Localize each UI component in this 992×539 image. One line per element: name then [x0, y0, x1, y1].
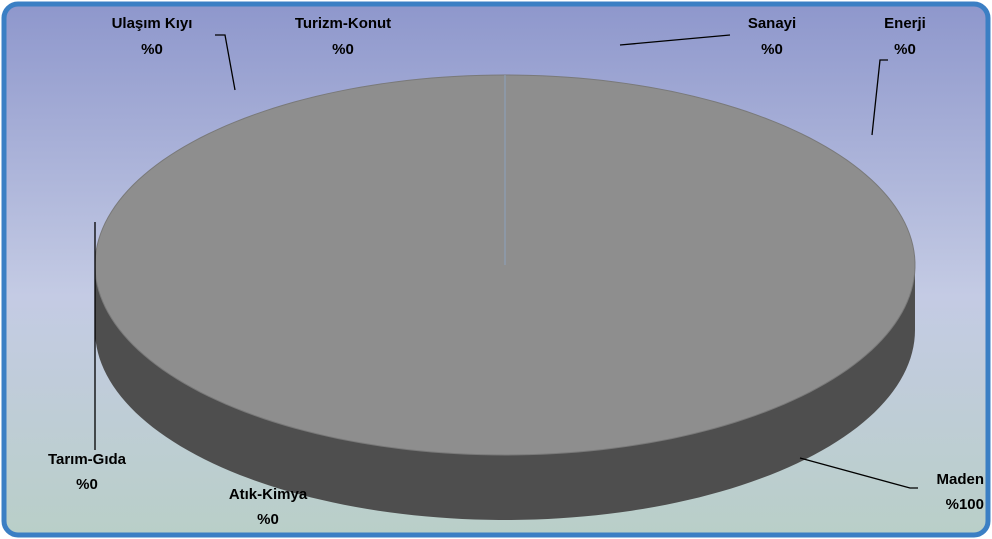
slice-value-label: %100: [946, 496, 984, 513]
leader-line: [799, 457, 918, 489]
slice-value-label: %0: [894, 41, 916, 58]
leader-line: [215, 34, 236, 91]
leader-line: [871, 59, 888, 136]
slice-name: Maden: [936, 471, 984, 488]
slice-name: Ulaşım Kıyı: [112, 15, 193, 32]
slice-value-label: %0: [257, 511, 279, 528]
slice-value-label: %0: [332, 41, 354, 58]
slice-name: Turizm-Konut: [295, 15, 391, 32]
slice-value-label: %0: [761, 41, 783, 58]
slice-name: Enerji: [884, 15, 926, 32]
slice-name: Atık-Kimya: [229, 486, 308, 503]
slice-value-label: %0: [141, 41, 163, 58]
slice-value-label: %0: [76, 476, 98, 493]
pie: [94, 74, 916, 520]
slice-name: Sanayi: [748, 15, 796, 32]
slice-name: Tarım-Gıda: [48, 451, 127, 468]
leader-line: [619, 34, 731, 46]
slice-side: [95, 265, 915, 520]
labels: Sanayi %0 Enerji %0 Maden %100 Atık-Kimy…: [48, 15, 984, 528]
